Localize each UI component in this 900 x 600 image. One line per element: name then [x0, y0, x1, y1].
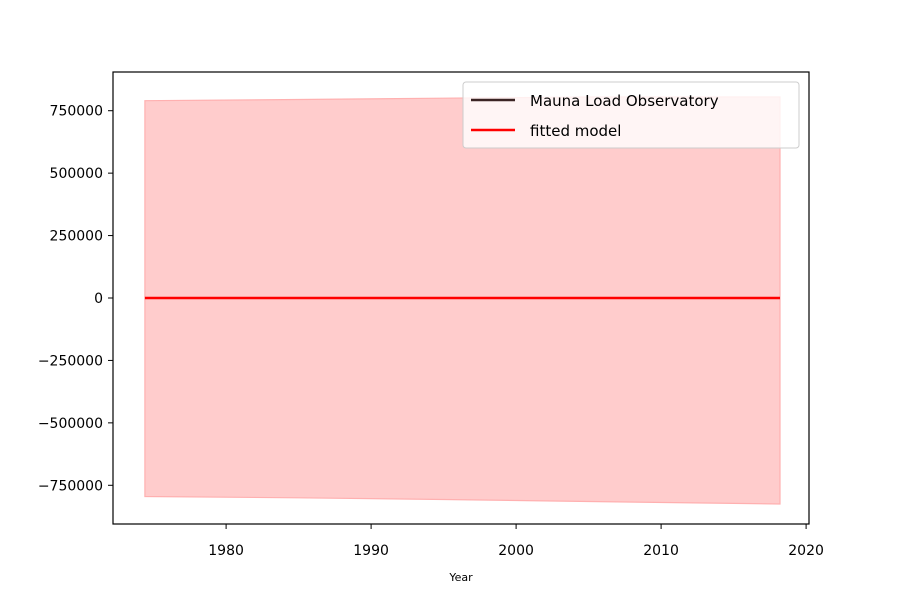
- y-tick-label: −750000: [38, 478, 103, 494]
- y-tick-label: 750000: [50, 104, 103, 120]
- legend-label-fitted-model: fitted model: [530, 122, 621, 140]
- legend-box: [462, 81, 800, 149]
- x-tick-label: 2000: [498, 543, 534, 559]
- y-tick-label: −250000: [38, 353, 103, 369]
- legend: Mauna Load Observatory fitted model: [462, 81, 800, 149]
- x-axis-ticks: 1980 1990 2000 2010 2020: [208, 524, 824, 559]
- x-axis-label: Year: [448, 571, 473, 584]
- x-tick-label: 1990: [353, 543, 389, 559]
- x-tick-label: 1980: [208, 543, 244, 559]
- legend-label-observatory: Mauna Load Observatory: [530, 92, 719, 110]
- confidence-band-area: [144, 96, 781, 505]
- y-tick-label: 0: [94, 291, 103, 307]
- y-tick-label: −500000: [38, 416, 103, 432]
- y-tick-label: 500000: [50, 166, 103, 182]
- y-axis-ticks: −750000 −500000 −250000 0 250000 500000 750000: [38, 104, 113, 494]
- x-tick-label: 2010: [643, 543, 679, 559]
- y-tick-label: 250000: [50, 229, 103, 245]
- x-tick-label: 2020: [788, 543, 824, 559]
- confidence-band: [144, 96, 781, 505]
